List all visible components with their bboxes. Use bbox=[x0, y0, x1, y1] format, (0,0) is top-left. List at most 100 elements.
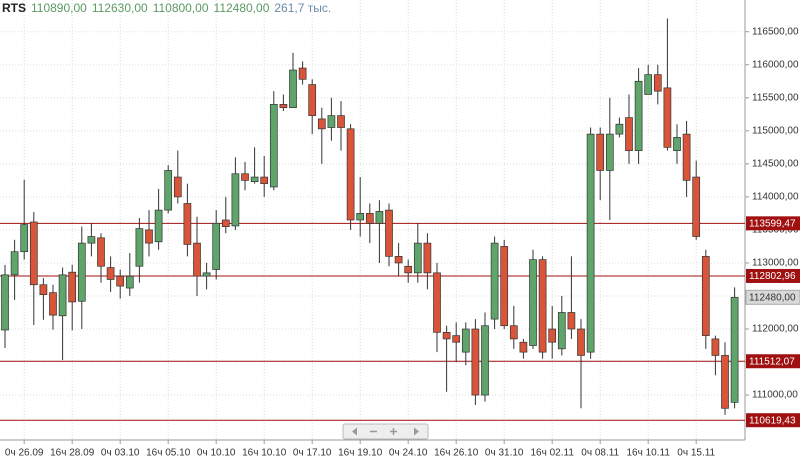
candle-body bbox=[10, 251, 19, 276]
candle-body bbox=[1, 274, 9, 331]
symbol: RTS bbox=[2, 1, 26, 15]
candle-body bbox=[538, 259, 547, 353]
candle-body bbox=[173, 176, 182, 198]
candle-body bbox=[327, 115, 336, 128]
candle-body bbox=[68, 271, 77, 303]
candle-body bbox=[423, 242, 432, 274]
candle-body bbox=[673, 137, 681, 151]
zoom-in[interactable] bbox=[390, 428, 397, 435]
candle-body bbox=[164, 170, 173, 211]
candle-body bbox=[279, 104, 288, 109]
x-tick-label: 16ч 05.10 bbox=[146, 448, 191, 459]
y-tick-label: 113000,00 bbox=[752, 258, 799, 269]
y-tick-label: 114500,00 bbox=[752, 158, 799, 169]
x-tick-label: 0ч 08.11 bbox=[581, 448, 619, 459]
candle-body bbox=[433, 272, 441, 333]
x-tick-label: 16ч 26.10 bbox=[434, 448, 479, 459]
candle-body bbox=[529, 259, 537, 346]
candle-body bbox=[250, 176, 259, 183]
level-label-box bbox=[746, 268, 800, 283]
candle-body bbox=[682, 133, 691, 181]
x-tick-label: 16ч 10.11 bbox=[626, 448, 670, 459]
candle-body bbox=[29, 221, 38, 286]
candle-body bbox=[260, 176, 269, 185]
y-tick-label: 112000,00 bbox=[752, 324, 799, 335]
candle-body bbox=[471, 328, 480, 396]
y-tick-label: 116500,00 bbox=[752, 26, 799, 37]
y-tick-label: 114000,00 bbox=[752, 192, 799, 203]
level-label-box bbox=[746, 413, 800, 428]
x-tick-label: 16ч 28.09 bbox=[50, 448, 95, 459]
candle-body bbox=[692, 176, 701, 237]
y-tick-label: 116000,00 bbox=[752, 59, 799, 70]
y-tick-label: 115500,00 bbox=[752, 92, 799, 103]
candle-body bbox=[500, 246, 509, 327]
scrollbar[interactable] bbox=[342, 423, 429, 440]
last-price-label: 112480,00 bbox=[749, 292, 796, 303]
level-label: 112802,96 bbox=[749, 271, 796, 282]
candle-body bbox=[730, 296, 739, 403]
last-price-box bbox=[745, 289, 800, 305]
candle-body bbox=[212, 222, 221, 270]
candle-body bbox=[442, 331, 451, 340]
candle-body bbox=[221, 219, 230, 227]
candle-body bbox=[663, 87, 672, 148]
candle-body bbox=[509, 325, 518, 340]
x-tick-label: 0ч 31.10 bbox=[485, 448, 524, 459]
candle-body bbox=[548, 328, 557, 343]
y-tick-label: 115000,00 bbox=[752, 125, 799, 136]
ohlc-header: RTS 110890,00 112630,00 110800,00 112480,00 2… bbox=[2, 1, 336, 15]
candle-body bbox=[375, 211, 384, 224]
candle-body bbox=[97, 237, 105, 267]
scroll-left[interactable] bbox=[352, 427, 357, 436]
x-tick-label: 0ч 24.10 bbox=[389, 448, 428, 459]
open-value: 110890,00 bbox=[31, 1, 87, 15]
y-tick-label: 111000,00 bbox=[752, 390, 798, 401]
x-tick-label: 0ч 03.10 bbox=[101, 448, 140, 459]
candle-body bbox=[394, 255, 403, 264]
x-tick-label: 0ч 17.10 bbox=[293, 448, 332, 459]
candle-body bbox=[77, 242, 86, 302]
level-label: 110619,43 bbox=[749, 415, 796, 426]
candle-body bbox=[308, 84, 317, 116]
x-tick-label: 16ч 10.10 bbox=[242, 448, 287, 459]
volume-value: 261,7 тыс. bbox=[274, 1, 332, 15]
candle-body bbox=[721, 355, 729, 409]
candle-body bbox=[231, 173, 240, 227]
level-label-box bbox=[746, 216, 800, 231]
candle-body bbox=[346, 128, 355, 221]
candle-body bbox=[586, 133, 595, 353]
scroll-right[interactable] bbox=[414, 427, 419, 436]
high-value: 112630,00 bbox=[91, 1, 148, 15]
candle-body bbox=[125, 275, 134, 289]
candle-body bbox=[202, 272, 211, 277]
candle-body bbox=[385, 209, 393, 257]
candle-body bbox=[365, 213, 374, 224]
candle-body bbox=[404, 265, 413, 274]
candle-body bbox=[337, 115, 345, 128]
candle-body bbox=[154, 209, 163, 243]
candle-body bbox=[625, 117, 633, 151]
candle-body bbox=[615, 123, 624, 135]
candle-body bbox=[49, 292, 57, 316]
candle-body bbox=[711, 338, 720, 356]
candle-body bbox=[241, 173, 249, 181]
x-tick-label: 0ч 26.09 bbox=[5, 448, 44, 459]
candle-body bbox=[87, 236, 96, 244]
x-tick-label: 0ч 10.10 bbox=[197, 448, 236, 459]
candle-body bbox=[298, 67, 307, 80]
candle-body bbox=[39, 284, 48, 296]
candle-body bbox=[461, 328, 470, 353]
x-tick-label: 16ч 19.10 bbox=[338, 448, 383, 459]
candle-body bbox=[193, 242, 201, 277]
scrollbar-track bbox=[342, 423, 429, 440]
candle-body bbox=[701, 255, 710, 336]
candle-body bbox=[20, 224, 29, 253]
candle-body bbox=[519, 341, 528, 353]
x-tick-label: 16ч 02.11 bbox=[530, 448, 574, 459]
level-label: 113599,47 bbox=[749, 218, 796, 229]
candle-body bbox=[289, 69, 297, 109]
